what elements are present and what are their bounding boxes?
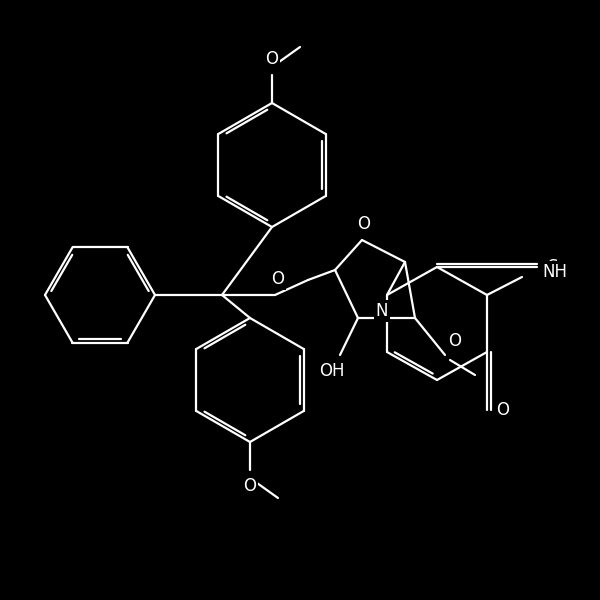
Text: O: O [265,50,278,68]
Text: NH: NH [542,263,567,281]
Text: O: O [271,270,284,288]
Text: O: O [358,215,371,233]
Text: O: O [449,332,461,350]
Text: N: N [376,302,388,320]
Text: O: O [244,477,257,495]
Text: O: O [497,401,509,419]
Text: S: S [548,258,558,276]
Text: OH: OH [319,362,345,380]
